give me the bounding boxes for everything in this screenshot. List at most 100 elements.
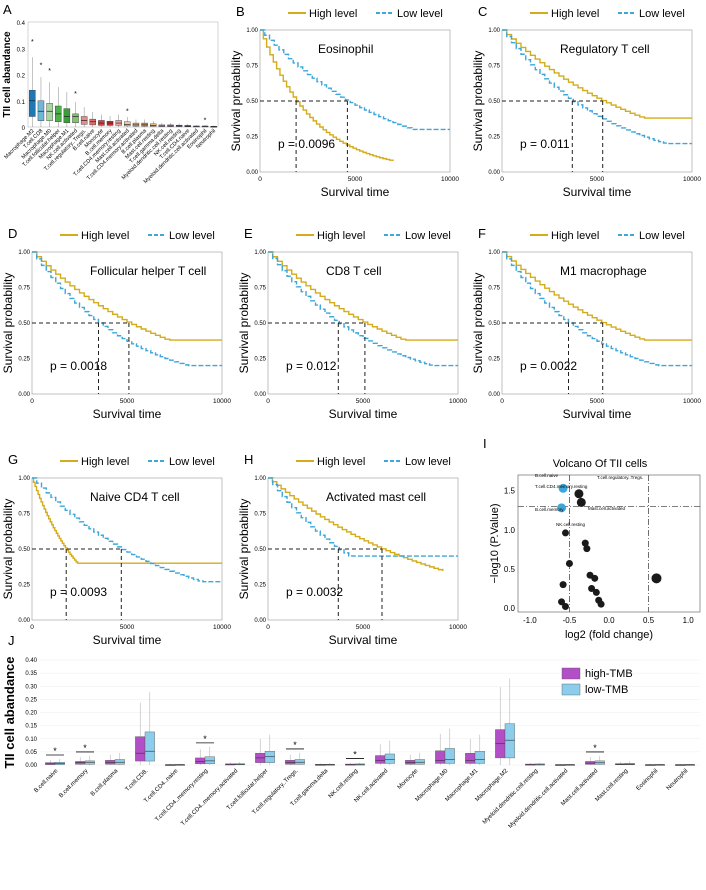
legend-high-text: High level [317, 456, 365, 468]
y-tick-label: 0.30 [25, 684, 37, 690]
curve-low [502, 29, 692, 145]
x-tick-label: B.cell.naive [33, 768, 59, 794]
y-tick-label: 0.75 [246, 64, 258, 70]
y-tick-label: 0.50 [18, 321, 30, 327]
x-axis-label: Survival time [563, 407, 632, 421]
panel-label: F [478, 226, 486, 241]
panel-label: B [236, 4, 245, 19]
y-tick-label: 1.00 [246, 28, 258, 34]
box-low-tmb [504, 723, 515, 759]
y-tick-label: 0.50 [246, 99, 258, 105]
box-low-tmb [144, 731, 155, 762]
y-axis-label: Survival probability [237, 273, 251, 374]
point-annotation: T.cell.regulatory..Tregs. [597, 475, 643, 480]
y-tick-label: 0.75 [18, 286, 30, 292]
curve-low [502, 251, 692, 367]
km-title: Naive CD4 T cell [90, 490, 180, 504]
legend-low-text: Low level [169, 230, 215, 242]
significance-star: * [53, 746, 57, 756]
x-tick-label: B.cell.memory [58, 768, 89, 799]
legend-low-text: Low level [169, 456, 215, 468]
km-title: Activated mast cell [326, 490, 426, 504]
legend-high-text: High level [317, 230, 365, 242]
km-title: Follicular helper T cell [90, 264, 206, 278]
x-tick-label: 0 [266, 624, 270, 631]
x-tick-label: 10000 [213, 398, 231, 405]
p-value: p = 0.0032 [286, 585, 343, 599]
y-tick-label: 0 [22, 126, 26, 132]
x-tick-label: B.cell.plasma [90, 768, 120, 798]
panel-label: H [244, 452, 253, 467]
y-tick-label: 0.40 [25, 658, 37, 664]
curve-low [260, 29, 450, 131]
significance-star: * [353, 750, 357, 760]
y-tick-label: 0.75 [488, 286, 500, 292]
point-annotation: B.cell.memory [535, 507, 564, 512]
y-axis-label: Survival probability [471, 273, 485, 374]
legend-high-tmb-text: high-TMB [585, 668, 633, 680]
x-tick-label: 10000 [441, 176, 459, 183]
volcano-title: Volcano Of TII cells [553, 458, 648, 470]
y-tick-label: 0.20 [25, 711, 37, 717]
x-tick-label: 0 [30, 398, 34, 405]
y-tick-label: 0.00 [25, 763, 37, 769]
box [72, 113, 79, 124]
volcano-point [583, 545, 591, 553]
volcano-point [558, 483, 568, 493]
y-tick-label: 0.00 [488, 170, 500, 176]
panel-label: I [483, 436, 487, 451]
km-title: M1 macrophage [560, 264, 647, 278]
x-tick-label: 5000 [348, 176, 363, 183]
y-axis-label: Survival probability [1, 273, 15, 374]
y-tick-label: 1.00 [488, 28, 500, 34]
y-tick-label: 0.50 [488, 99, 500, 105]
legend-high-text: High level [551, 230, 599, 242]
x-axis-label: Survival time [329, 407, 398, 421]
x-tick-label: T.cell.CD4..memory.resting [155, 768, 210, 823]
volcano-point [558, 598, 566, 606]
y-tick-label: 0.75 [254, 286, 266, 292]
legend-high-text: High level [309, 8, 357, 20]
p-value: p = 0.0022 [520, 359, 577, 373]
box-high-tmb [105, 760, 116, 765]
y-axis-label: TII cell abandance [2, 657, 17, 769]
x-tick-label: -0.5 [563, 616, 577, 625]
x-tick-label: 10000 [683, 176, 701, 183]
significance-star: * [204, 118, 207, 125]
volcano-point [581, 539, 589, 547]
legend-high-text: High level [81, 230, 129, 242]
x-tick-label: 5000 [590, 398, 605, 405]
y-axis-label: TII cell abandance [2, 31, 13, 118]
y-tick-label: 1.0 [504, 526, 516, 535]
km-panel-b: B High level Low level Survival probability… [229, 4, 459, 199]
x-axis-label: Survival time [563, 185, 632, 199]
panel-label: J [8, 633, 15, 648]
y-tick-label: 0.00 [246, 170, 258, 176]
km-panel-h: H High level Low level Survival probability… [237, 452, 467, 647]
panel-label: D [8, 226, 17, 241]
box-high-tmb [405, 760, 416, 765]
x-tick-label: Myeloid.dendritic.cell.resting [482, 768, 540, 826]
y-tick-label: 0.25 [254, 583, 266, 589]
box-high-tmb [195, 757, 206, 765]
significance-star: * [74, 91, 77, 98]
panel-label: C [478, 4, 487, 19]
x-tick-label: Mast.cell.resting [595, 768, 630, 803]
x-tick-label: NK.cell.resting [328, 768, 360, 800]
point-annotation: T.cell.CD4.memory.resting [535, 484, 588, 489]
y-tick-label: 1.5 [504, 487, 516, 496]
y-tick-label: 0.75 [254, 512, 266, 518]
x-tick-label: 5000 [356, 398, 371, 405]
box-low-tmb [444, 748, 455, 764]
x-tick-label: 0 [30, 624, 34, 631]
x-tick-label: Eosinophil [636, 768, 660, 792]
x-tick-label: Myeloid.dendritic.cell.activated [508, 768, 570, 830]
km-title: CD8 T cell [326, 264, 382, 278]
legend-low-tmb-text: low-TMB [585, 684, 628, 696]
curve-low [32, 477, 222, 583]
curve-low [268, 251, 458, 367]
x-axis-label: Survival time [93, 633, 162, 647]
legend-low-tmb-swatch [561, 683, 581, 696]
